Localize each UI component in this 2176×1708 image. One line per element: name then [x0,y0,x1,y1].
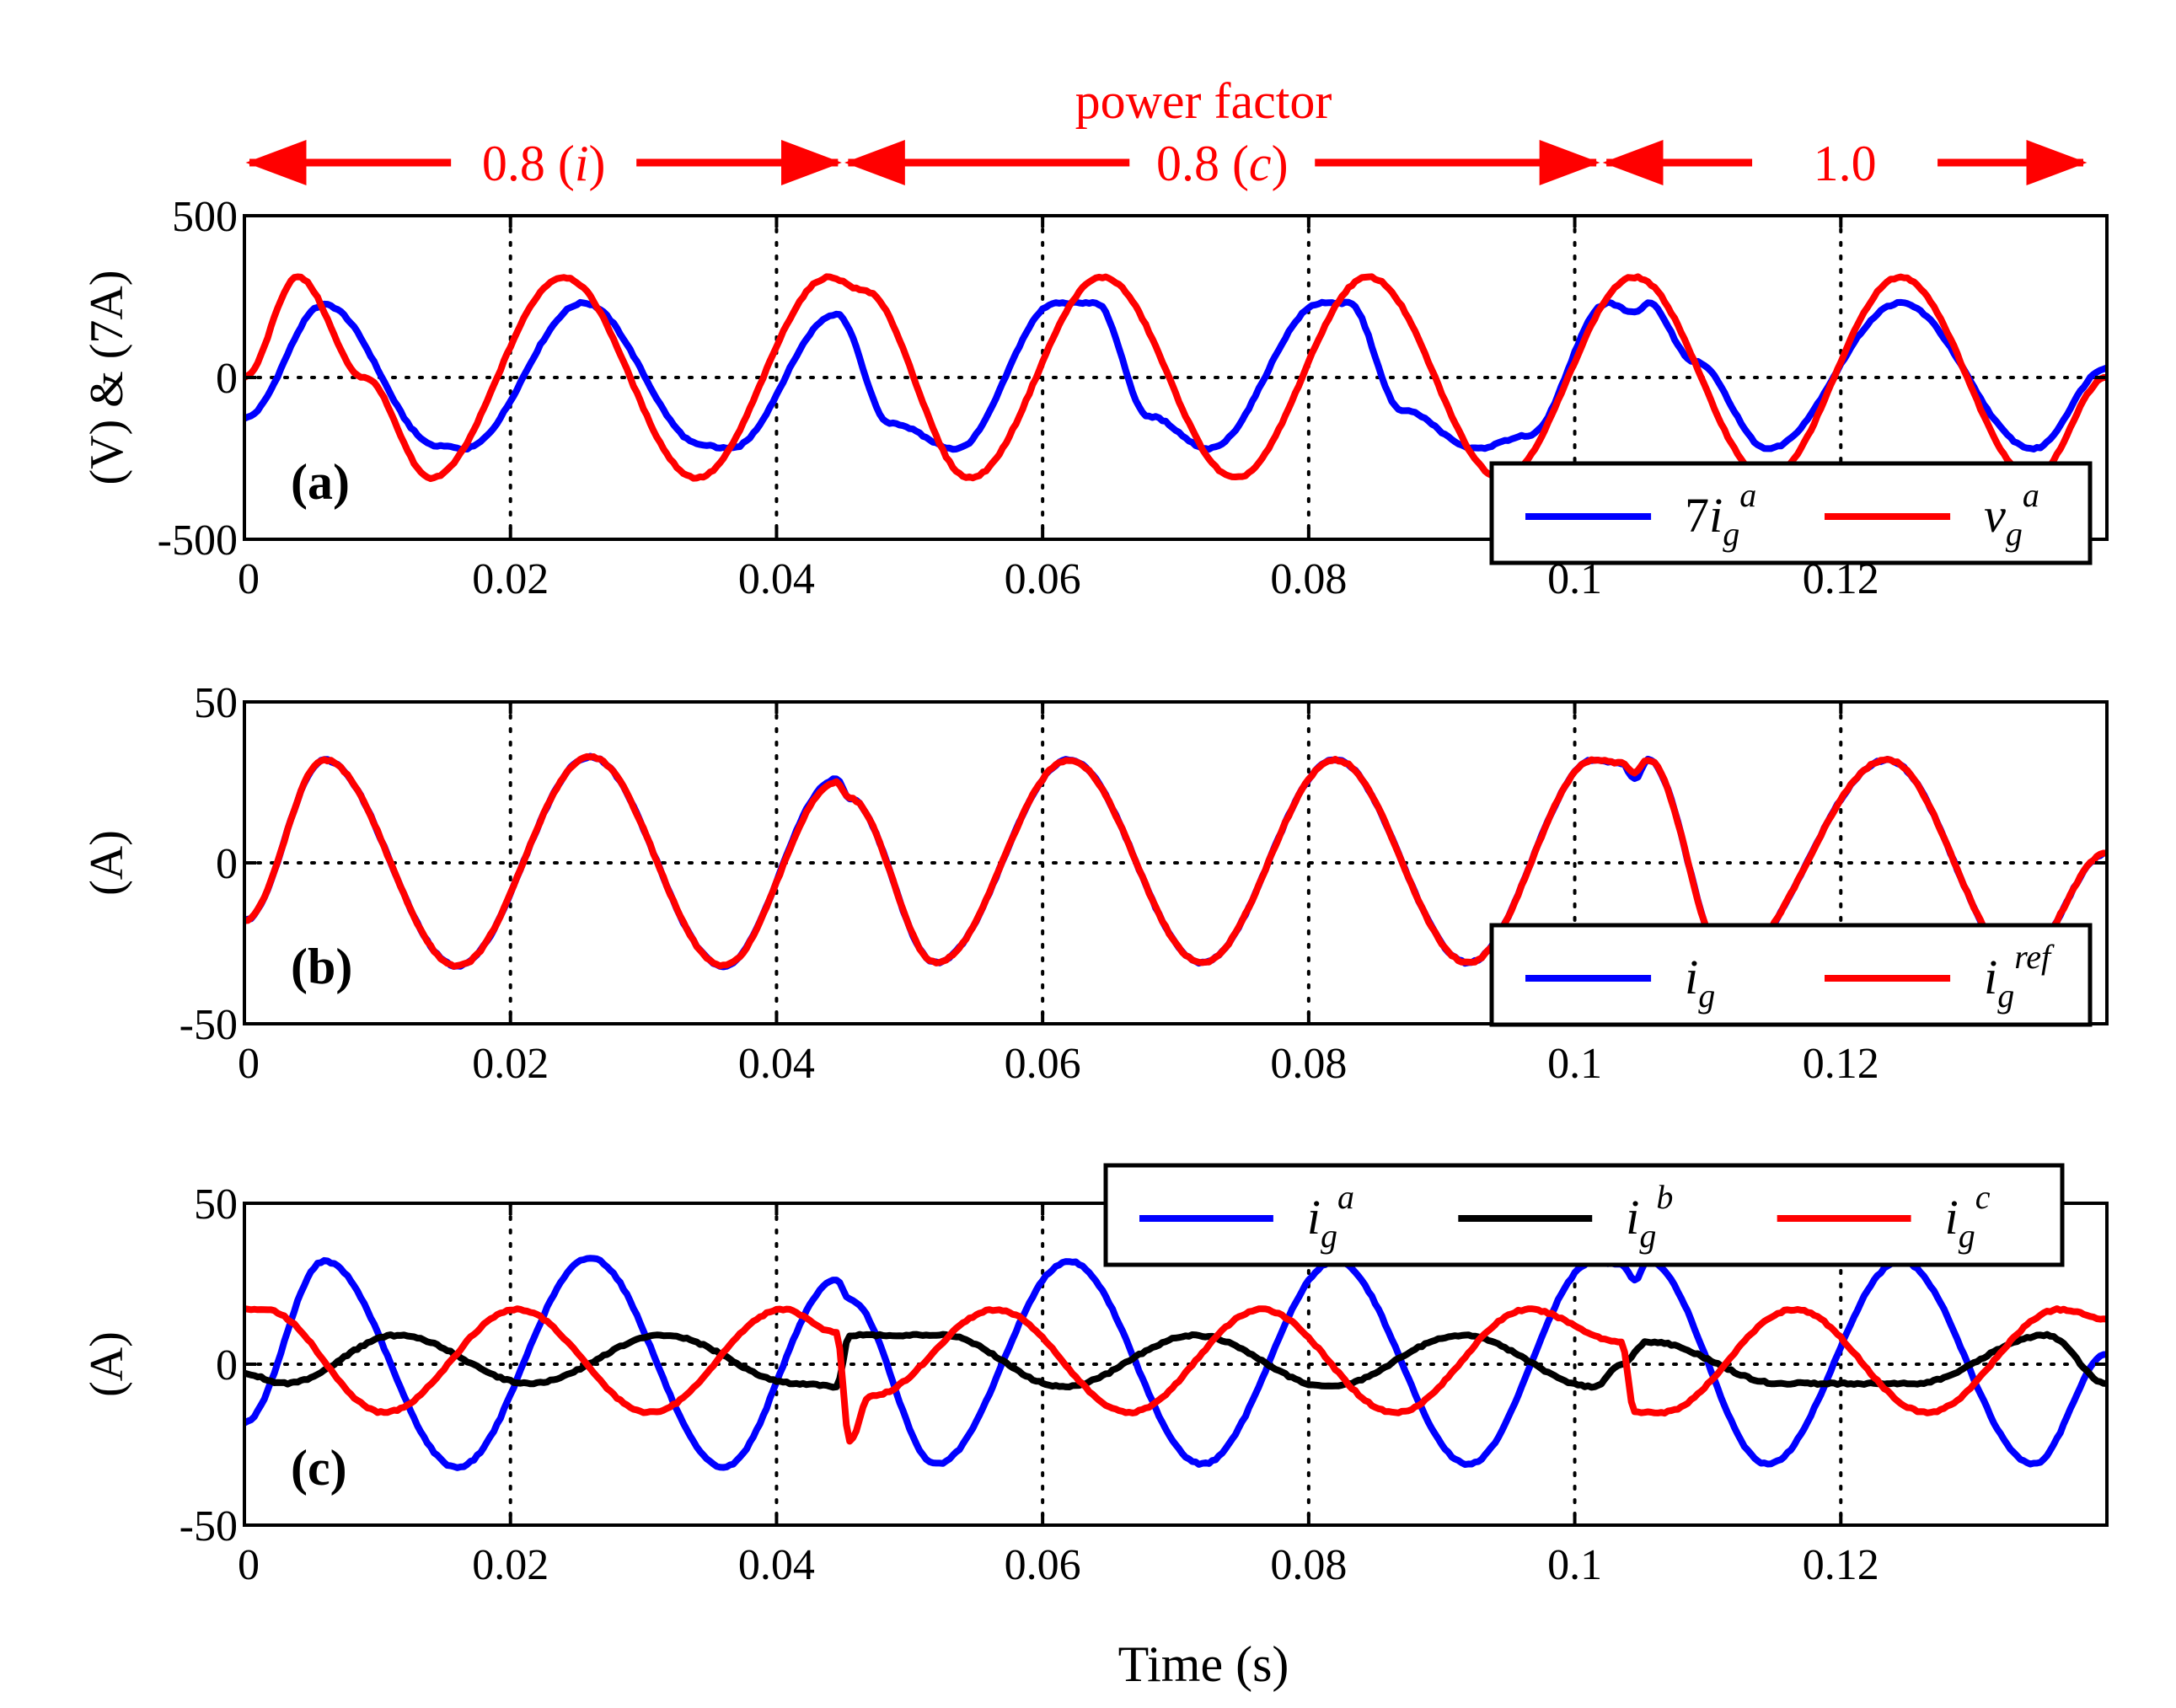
x-tick-label: 0.02 [472,1541,549,1589]
series-line-ig-b [244,1331,2107,1391]
x-tick-label: 0.08 [1270,1040,1347,1088]
series-group [244,273,2107,482]
y-tick-label: -500 [158,517,238,565]
y-tick-label: 50 [194,679,238,727]
legend-label-ig-c: igc [1945,1178,1991,1255]
power-factor-banner: power factor 0.8 (i) 0.8 (c) 1.0 [245,73,2088,191]
series-line-ig-a [244,1255,2107,1471]
legend: ig igref [1489,923,2093,1027]
y-tick-label: -50 [180,1001,238,1049]
x-tick-label: 0.1 [1547,1040,1602,1088]
y-tick-label: 0 [216,1341,238,1389]
series-group [244,752,2107,971]
y-axis-label: (A) [81,830,133,896]
legend-label-ig-a: iga [1307,1178,1354,1255]
banner-segment-label: 0.8 (i) [482,136,606,191]
x-tick-label: 0 [238,1541,260,1589]
x-axis-label: Time (s) [1118,1636,1289,1692]
legend: iga igb igc [1103,1163,2065,1267]
legend-label-vg-a: vga [1984,476,2039,553]
series-line-ig-c [244,1305,2107,1445]
x-tick-label: 0 [238,555,260,603]
legend-label-ig-b: igb [1626,1178,1673,1255]
x-tick-label: 0.04 [738,555,815,603]
x-tick-label: 0.08 [1270,555,1347,603]
x-tick-label: 0.04 [738,1040,815,1088]
series-line-vg-a [244,273,2107,482]
panel-label: (c) [291,1440,347,1496]
banner-segments: 0.8 (i) 0.8 (c) 1.0 [245,136,2088,191]
panel-label: (b) [291,939,352,994]
y-axis-label: (A) [81,1331,133,1397]
series-line-ig-ref [244,752,2107,970]
y-tick-label: 50 [194,1181,238,1229]
legend: 7iga vga [1489,461,2093,565]
x-tick-label: 0.06 [1005,555,1081,603]
series-group [244,1255,2107,1471]
x-tick-label: 0.02 [472,555,549,603]
banner-segment-label: 0.8 (c) [1156,136,1289,191]
y-tick-label: 0 [216,355,238,403]
legend-label-ig-ref: igref [1984,938,2055,1015]
panel-label: (a) [291,454,350,510]
x-tick-label: 0.04 [738,1541,815,1589]
y-tick-label: -50 [180,1502,238,1550]
y-tick-label: 500 [172,193,238,241]
y-tick-label: 0 [216,840,238,888]
x-tick-label: 0.08 [1270,1541,1347,1589]
x-tick-label: 0.12 [1803,1040,1879,1088]
x-tick-label: 0.1 [1547,1541,1602,1589]
x-tick-label: 0.06 [1005,1040,1081,1088]
x-tick-label: 0 [238,1040,260,1088]
x-tick-label: 0.12 [1803,1541,1879,1589]
banner-segment-label: 1.0 [1814,136,1877,191]
banner-title: power factor [1075,73,1332,129]
legend-label-7ig-a: 7iga [1685,476,1756,553]
series-line-7ig-a [244,298,2107,453]
x-tick-label: 0.06 [1005,1541,1081,1589]
legend-label-ig: ig [1685,950,1715,1015]
x-tick-label: 0.02 [472,1040,549,1088]
y-axis-label: (V) & (7A) [81,270,133,485]
